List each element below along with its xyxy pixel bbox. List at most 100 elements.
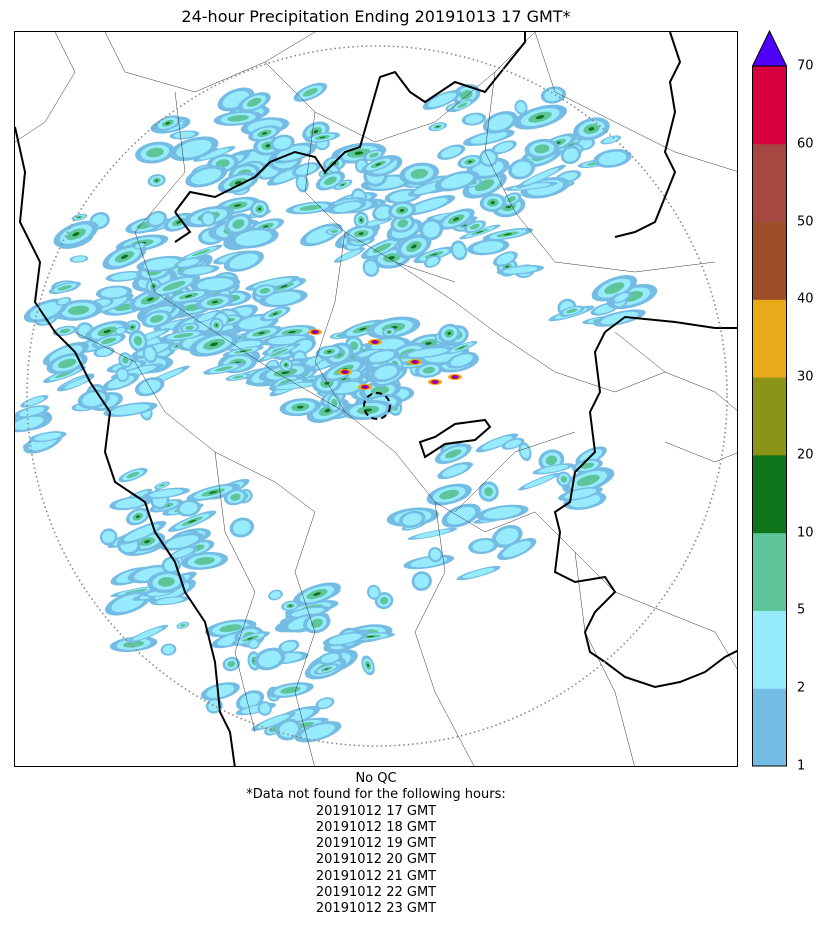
precip-cell	[265, 144, 271, 148]
precip-cell	[321, 653, 340, 663]
precip-cell	[436, 125, 440, 128]
precip-cell	[494, 142, 514, 153]
precip-cell	[230, 493, 241, 501]
precip-cell	[430, 549, 441, 561]
precip-cell	[474, 179, 495, 192]
precipitation-field	[15, 82, 658, 743]
precip-cell	[150, 315, 164, 323]
precip-cell	[563, 148, 579, 162]
precip-cell	[57, 285, 72, 291]
precip-cell	[162, 645, 175, 654]
precip-cell	[469, 223, 480, 230]
colorbar-tick-label: 5	[797, 602, 806, 618]
precip-cell	[188, 519, 197, 524]
precip-cell	[202, 213, 214, 225]
precip-core	[313, 330, 317, 334]
precip-cell	[135, 243, 144, 249]
precip-cell	[229, 253, 259, 269]
precip-cell	[375, 206, 391, 219]
precip-cell	[288, 330, 296, 334]
precip-cell	[505, 439, 522, 449]
precip-cell	[257, 714, 290, 729]
colorbar-tick-label: 40	[797, 291, 814, 307]
precip-cell	[265, 291, 301, 305]
precip-cell	[227, 115, 249, 122]
precip-cell	[379, 596, 389, 605]
precip-cell	[124, 524, 160, 542]
district-borders	[15, 32, 737, 766]
precip-cell	[470, 131, 508, 144]
precip-cell	[476, 230, 484, 234]
colorbar-extend-max	[752, 30, 787, 67]
qc-note: No QC	[355, 771, 397, 786]
precip-cell	[295, 164, 317, 175]
precip-cell	[246, 97, 262, 107]
precip-cell	[178, 258, 199, 267]
precip-cell	[410, 168, 428, 179]
precip-cell	[299, 204, 322, 211]
precip-cell	[481, 436, 513, 450]
precip-cell	[367, 663, 370, 667]
colorbar-tick-label: 70	[797, 58, 814, 74]
colorbar-band	[752, 299, 787, 378]
precip-cell	[441, 173, 474, 189]
precip-cell	[375, 163, 382, 166]
missing-data-header: *Data not found for the following hours:	[246, 787, 506, 803]
precip-cell	[511, 183, 551, 190]
precip-cell	[372, 243, 392, 253]
precip-cell	[453, 243, 465, 258]
precip-core	[453, 375, 457, 379]
precip-cell	[239, 350, 247, 353]
missing-hour: 20191012 21 GMT	[315, 868, 437, 884]
precip-cell	[523, 167, 559, 186]
missing-hour: 20191012 20 GMT	[315, 852, 437, 868]
precip-cell	[472, 160, 504, 176]
precip-cell	[78, 216, 81, 218]
precip-cell	[422, 366, 436, 374]
precip-cell	[410, 197, 448, 213]
precip-cell	[143, 258, 180, 270]
precip-cell	[450, 354, 473, 367]
precip-cell	[116, 327, 125, 334]
precip-cell	[424, 341, 432, 346]
precip-cell	[24, 396, 45, 406]
precip-cell	[120, 254, 129, 259]
precip-cell	[261, 132, 268, 135]
precip-cell	[214, 366, 233, 372]
precip-cell	[397, 219, 409, 228]
precip-cell	[462, 567, 495, 579]
colorbar-tick-label: 50	[797, 214, 814, 230]
precip-cell	[428, 92, 457, 108]
precip-cell	[545, 455, 558, 466]
precip-cell	[166, 535, 199, 549]
precip-cell	[310, 618, 323, 628]
precip-cell	[496, 253, 515, 265]
missing-hour: 20191012 22 GMT	[315, 885, 437, 901]
precip-cell	[206, 684, 235, 698]
precip-cell	[408, 348, 448, 358]
precip-cell	[374, 365, 398, 380]
precip-cell	[101, 337, 117, 345]
precip-cell	[447, 506, 476, 525]
colorbar-tick-label: 20	[797, 447, 814, 463]
precip-cell	[273, 136, 292, 150]
precip-cell	[538, 464, 569, 473]
precip-cell	[149, 213, 164, 226]
precip-cell	[103, 329, 111, 334]
precip-cell	[453, 217, 460, 221]
precip-cell	[146, 297, 154, 302]
precip-cell	[235, 230, 272, 246]
missing-hour: 20191012 23 GMT	[315, 901, 437, 917]
precip-cell	[59, 328, 71, 334]
precip-cell	[301, 724, 335, 740]
colorbar-tick-label: 30	[797, 369, 814, 385]
precip-cell	[197, 311, 218, 322]
precip-cell	[445, 449, 462, 459]
colorbar-tick-label: 60	[797, 136, 814, 152]
precip-cell	[172, 547, 194, 558]
colorbar-band	[752, 221, 787, 300]
precip-cell	[319, 136, 326, 139]
precip-cell	[130, 326, 134, 329]
colorbar-band	[752, 688, 787, 767]
precip-cell	[481, 151, 496, 165]
